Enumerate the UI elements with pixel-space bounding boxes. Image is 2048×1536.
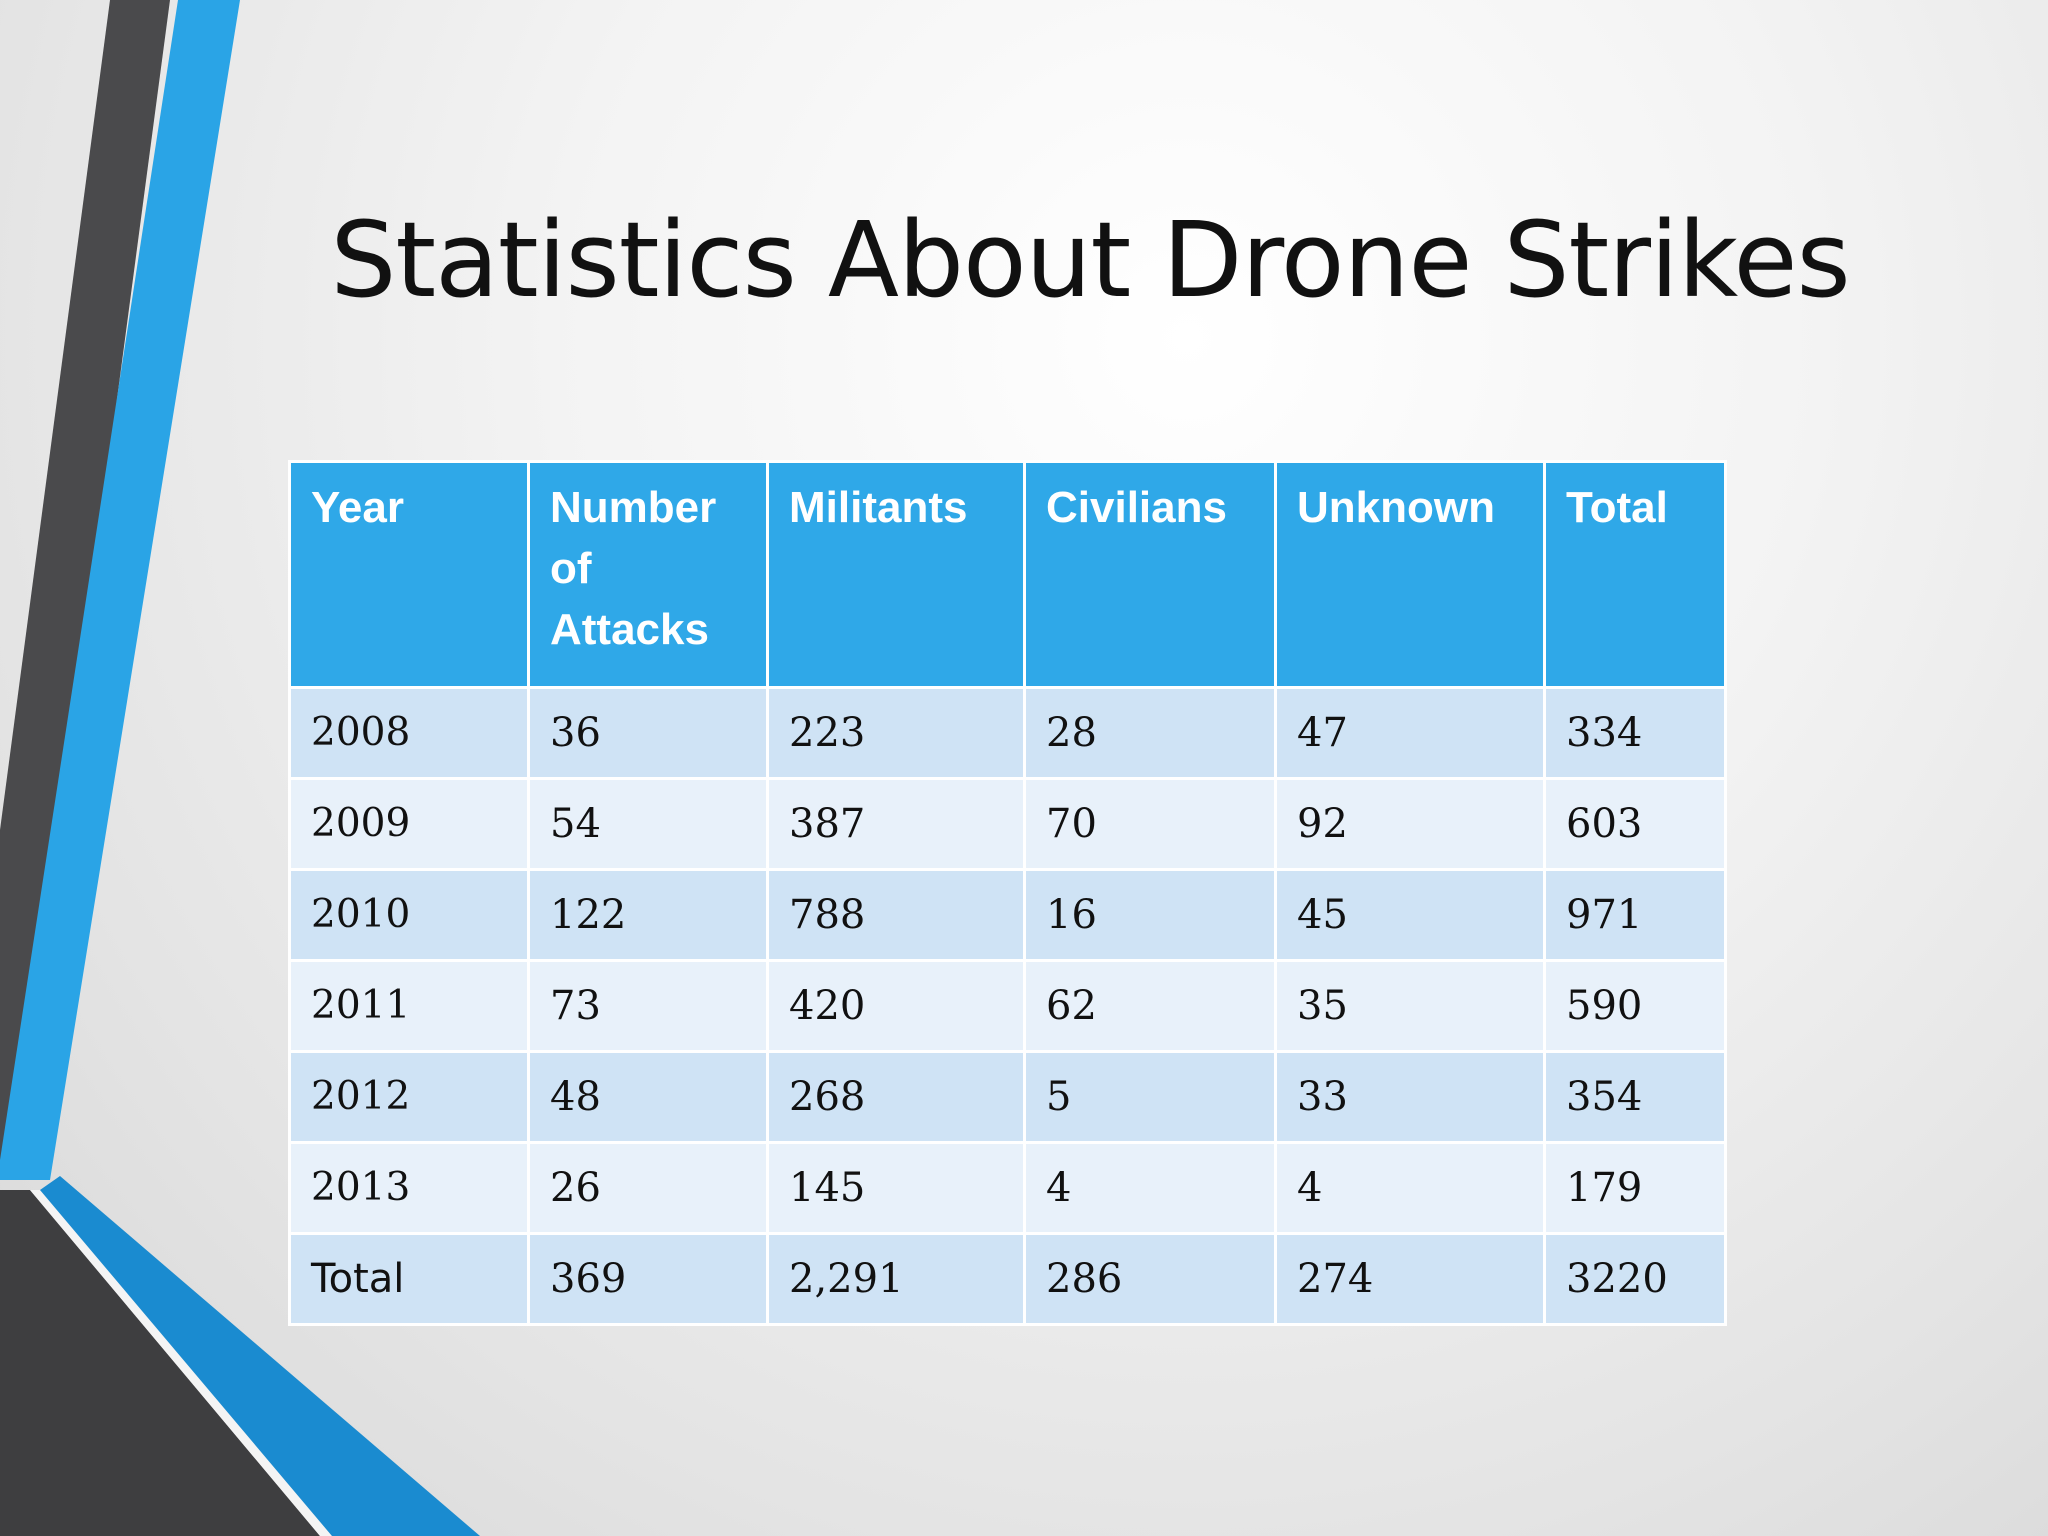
cell-total: 179	[1543, 1141, 1727, 1235]
table-row: 2008 36 223 28 47 334	[288, 686, 1727, 780]
header-unknown: Unknown	[1274, 460, 1546, 689]
cell-attacks: 36	[527, 686, 769, 780]
white-divider-bottom	[30, 1190, 332, 1536]
cell-total-label: Total	[288, 1232, 530, 1326]
cell-unknown: 274	[1274, 1232, 1546, 1326]
header-civilians: Civilians	[1023, 460, 1277, 689]
cell-unknown: 33	[1274, 1050, 1546, 1144]
cell-militants: 788	[766, 868, 1026, 962]
cell-year: 2011	[288, 959, 530, 1053]
cell-total: 334	[1543, 686, 1727, 780]
table-row: 2010 122 788 16 45 971	[288, 868, 1727, 962]
cell-attacks: 369	[527, 1232, 769, 1326]
cell-unknown: 4	[1274, 1141, 1546, 1235]
cell-total: 3220	[1543, 1232, 1727, 1326]
cell-total: 971	[1543, 868, 1727, 962]
cell-unknown: 47	[1274, 686, 1546, 780]
cell-militants: 2,291	[766, 1232, 1026, 1326]
cell-year: 2013	[288, 1141, 530, 1235]
dark-stripe-bottom	[0, 1190, 320, 1536]
cell-militants: 268	[766, 1050, 1026, 1144]
cell-militants: 223	[766, 686, 1026, 780]
cell-civilians: 62	[1023, 959, 1277, 1053]
cell-attacks: 26	[527, 1141, 769, 1235]
cell-unknown: 35	[1274, 959, 1546, 1053]
cell-civilians: 4	[1023, 1141, 1277, 1235]
cell-total: 354	[1543, 1050, 1727, 1144]
cell-attacks: 122	[527, 868, 769, 962]
cell-year: 2012	[288, 1050, 530, 1144]
cell-year: 2010	[288, 868, 530, 962]
table-total-row: Total 369 2,291 286 274 3220	[288, 1232, 1727, 1326]
table-row: 2009 54 387 70 92 603	[288, 777, 1727, 871]
cell-militants: 420	[766, 959, 1026, 1053]
cell-unknown: 92	[1274, 777, 1546, 871]
cell-attacks: 48	[527, 1050, 769, 1144]
blue-stripe-top	[0, 0, 240, 1180]
table-header-row: Year Number of Attacks Militants Civilia…	[288, 460, 1727, 689]
header-total: Total	[1543, 460, 1727, 689]
cell-militants: 387	[766, 777, 1026, 871]
blue-stripe-bottom	[40, 1176, 480, 1536]
cell-attacks: 73	[527, 959, 769, 1053]
cell-civilians: 16	[1023, 868, 1277, 962]
cell-civilians: 5	[1023, 1050, 1277, 1144]
cell-militants: 145	[766, 1141, 1026, 1235]
cell-unknown: 45	[1274, 868, 1546, 962]
dark-stripe-top	[0, 0, 170, 1175]
cell-year: 2008	[288, 686, 530, 780]
cell-total: 590	[1543, 959, 1727, 1053]
cell-total: 603	[1543, 777, 1727, 871]
cell-year: 2009	[288, 777, 530, 871]
header-number-of-attacks: Number of Attacks	[527, 460, 769, 689]
cell-civilians: 28	[1023, 686, 1277, 780]
table-row: 2013 26 145 4 4 179	[288, 1141, 1727, 1235]
header-militants: Militants	[766, 460, 1026, 689]
table-row: 2011 73 420 62 35 590	[288, 959, 1727, 1053]
cell-civilians: 286	[1023, 1232, 1277, 1326]
drone-strikes-table: Year Number of Attacks Militants Civilia…	[288, 460, 1727, 1326]
slide-title: Statistics About Drone Strikes	[330, 199, 1850, 321]
cell-civilians: 70	[1023, 777, 1277, 871]
header-year: Year	[288, 460, 530, 689]
cell-attacks: 54	[527, 777, 769, 871]
table-row: 2012 48 268 5 33 354	[288, 1050, 1727, 1144]
